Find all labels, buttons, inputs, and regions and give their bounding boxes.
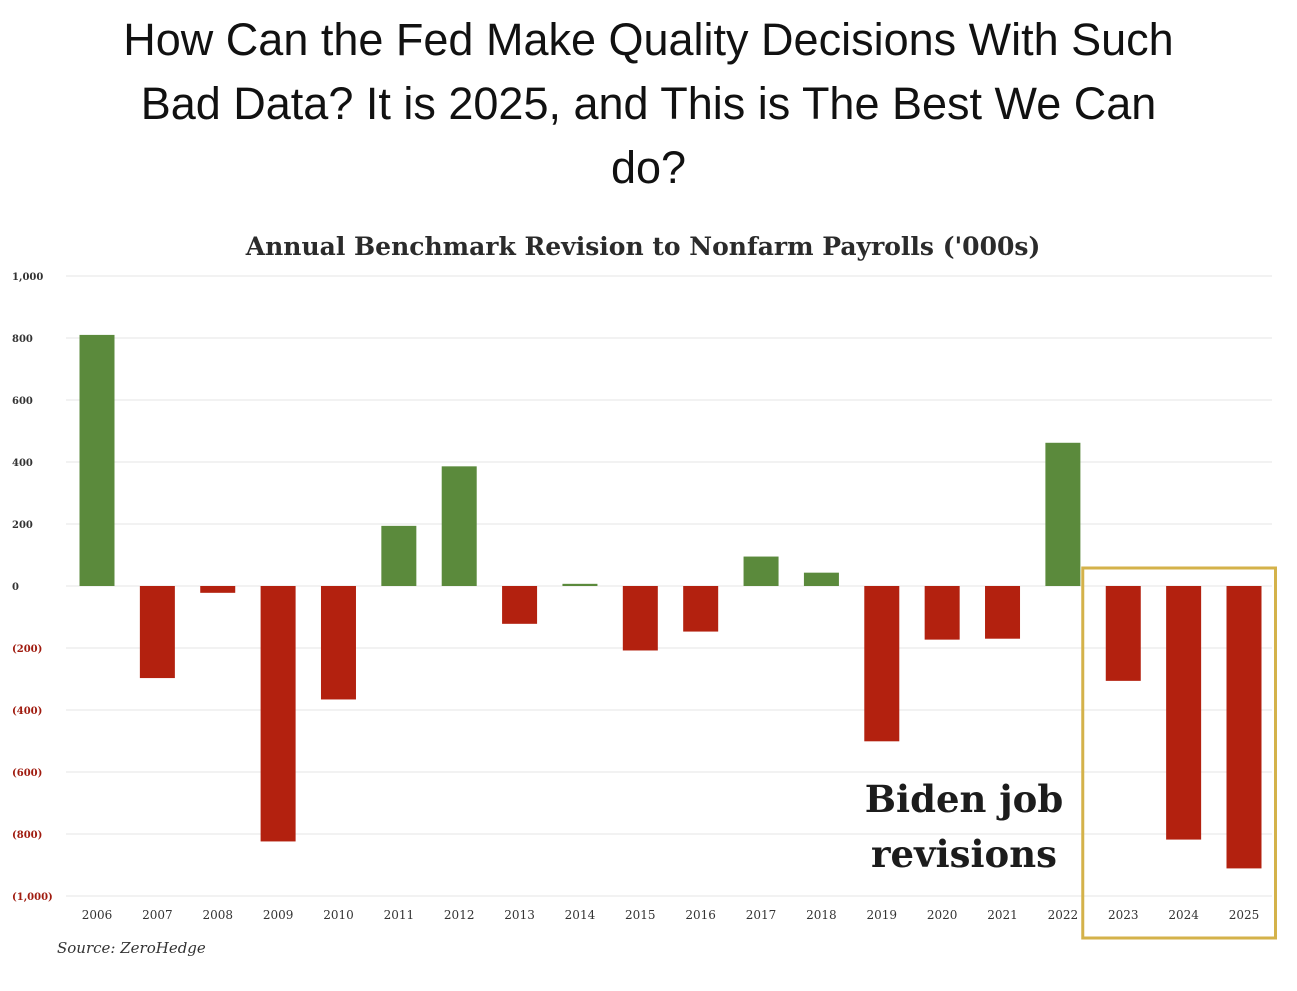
bar-2018: [803, 572, 839, 586]
y-tick-label: (600): [12, 768, 42, 779]
y-tick-label: 1,000: [12, 272, 43, 283]
annotation-line-1: Biden job: [865, 777, 1063, 821]
bar-2017: [743, 556, 779, 586]
x-tick-label: 2018: [806, 908, 837, 922]
x-tick-label: 2017: [746, 908, 777, 922]
x-tick-label: 2021: [987, 908, 1018, 922]
y-tick-label: 800: [12, 334, 33, 345]
x-tick-label: 2010: [323, 908, 354, 922]
bar-2023: [1105, 586, 1141, 681]
x-tick-label: 2020: [927, 908, 958, 922]
source-note: Source: ZeroHedge: [57, 939, 206, 957]
headline-line-1: How Can the Fed Make Quality Decisions W…: [123, 14, 1174, 65]
highlight-box: [1081, 566, 1278, 940]
bar-2022: [1045, 442, 1081, 586]
bar-chart: Annual Benchmark Revision to Nonfarm Pay…: [12, 232, 1278, 957]
bar-2009: [260, 586, 296, 842]
headline-line-2: Bad Data? It is 2025, and This is The Be…: [140, 78, 1157, 129]
headline-line-3: do?: [610, 142, 687, 193]
y-tick-label: 600: [12, 396, 33, 407]
x-tick-label: 2011: [384, 908, 415, 922]
x-tick-label: 2022: [1048, 908, 1079, 922]
x-tick-label: 2016: [685, 908, 716, 922]
bar-2012: [441, 466, 477, 586]
bar-2015: [622, 586, 658, 651]
x-tick-label: 2019: [867, 908, 898, 922]
x-tick-label: 2007: [142, 908, 173, 922]
bar-2020: [924, 586, 960, 640]
headline: How Can the Fed Make Quality Decisions W…: [0, 8, 1297, 200]
x-tick-label: 2025: [1229, 908, 1260, 922]
x-tick-label: 2008: [202, 908, 233, 922]
annotation-line-2: revisions: [871, 832, 1057, 876]
bar-2014: [562, 583, 598, 586]
y-tick-label: (800): [12, 830, 42, 841]
grid-lines: [66, 275, 1272, 897]
bar-2021: [985, 586, 1021, 639]
bar-2006: [79, 334, 115, 586]
y-tick-label: 400: [12, 458, 33, 469]
x-tick-label: 2012: [444, 908, 475, 922]
bars: [79, 334, 1262, 869]
chart-title: Annual Benchmark Revision to Nonfarm Pay…: [245, 232, 1041, 261]
x-tick-label: 2015: [625, 908, 656, 922]
x-tick-label: 2014: [565, 908, 596, 922]
bar-2025: [1226, 586, 1262, 869]
y-tick-label: 0: [12, 582, 19, 593]
bar-2016: [683, 586, 719, 632]
bar-2008: [200, 586, 236, 593]
bar-2007: [139, 586, 175, 679]
y-tick-label: 200: [12, 520, 33, 531]
x-tick-label: 2024: [1168, 908, 1199, 922]
x-tick-label: 2013: [504, 908, 535, 922]
y-tick-label: (200): [12, 644, 42, 655]
x-tick-label: 2009: [263, 908, 294, 922]
x-tick-label: 2006: [82, 908, 113, 922]
bar-2024: [1166, 586, 1202, 840]
chart-container: Annual Benchmark Revision to Nonfarm Pay…: [4, 222, 1282, 967]
bar-2019: [864, 586, 900, 742]
y-tick-label: (1,000): [12, 892, 53, 903]
bar-2010: [320, 586, 356, 700]
y-tick-label: (400): [12, 706, 42, 717]
x-tick-label: 2023: [1108, 908, 1139, 922]
bar-2013: [502, 586, 538, 624]
bar-2011: [381, 525, 417, 586]
x-axis-ticks: 2006 2007 2008 2009 2010 2011 2012 2013 2014 2015…: [82, 908, 1260, 922]
y-axis-ticks: 1,000 800 600 400 200 0 (200) (400) (600) (800) (1…: [12, 272, 53, 903]
